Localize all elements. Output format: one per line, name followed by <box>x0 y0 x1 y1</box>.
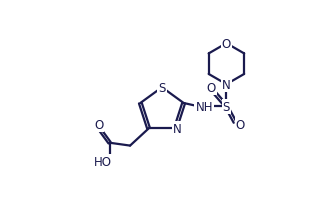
Text: N: N <box>172 122 181 135</box>
Text: S: S <box>158 81 166 94</box>
Text: O: O <box>94 118 103 131</box>
Text: O: O <box>236 119 245 132</box>
Text: N: N <box>222 78 231 91</box>
Text: NH: NH <box>195 100 213 113</box>
Text: S: S <box>223 100 230 113</box>
Text: O: O <box>207 82 216 95</box>
Text: O: O <box>222 38 231 50</box>
Text: HO: HO <box>93 155 111 168</box>
